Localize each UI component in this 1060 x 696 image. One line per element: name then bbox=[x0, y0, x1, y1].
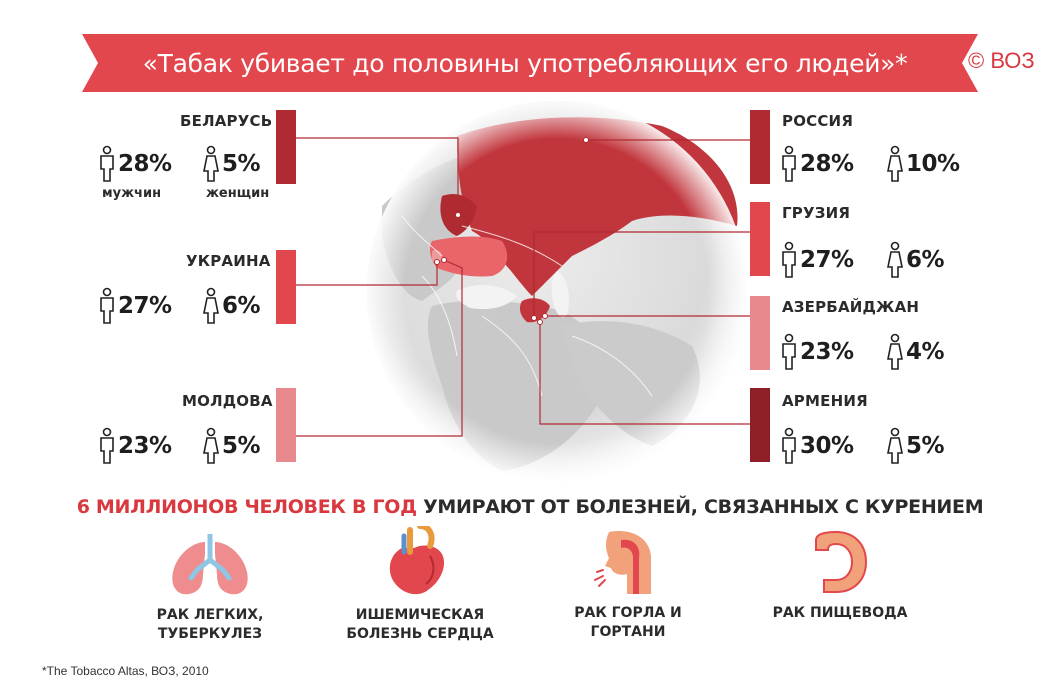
disease-throat: РАК ГОРЛА И ГОРТАНИ bbox=[538, 528, 718, 642]
female-figure-icon bbox=[887, 427, 903, 464]
ukraine-men-stat: 27% bbox=[98, 286, 172, 326]
male-figure-icon bbox=[782, 333, 796, 370]
female-figure-icon bbox=[887, 241, 903, 278]
male-figure-icon bbox=[782, 427, 796, 464]
moldova-men-stat: 23% bbox=[98, 426, 172, 466]
azerbaijan-men-stat: 23% bbox=[780, 332, 854, 372]
male-figure-icon bbox=[100, 145, 114, 182]
belarus-men-value: 28% bbox=[118, 151, 172, 177]
male-figure-icon bbox=[100, 287, 114, 324]
title-banner: «Табак убивает до половины употребляющих… bbox=[82, 34, 978, 92]
ukraine-women-value: 6% bbox=[222, 293, 261, 319]
armenia-men-value: 30% bbox=[800, 433, 854, 459]
deaths-headline: 6 МИЛЛИОНОВ ЧЕЛОВЕК В ГОД УМИРАЮТ ОТ БОЛ… bbox=[0, 496, 1060, 518]
esophagus-icon bbox=[815, 530, 868, 593]
banner-ribbon-shape bbox=[82, 34, 978, 92]
female-figure-icon bbox=[887, 333, 903, 370]
moldova-bar bbox=[276, 388, 296, 462]
belarus-men-stat: 28% bbox=[98, 144, 172, 184]
female-figure-icon bbox=[887, 145, 903, 182]
banner-title: «Табак убивает до половины употребляющих… bbox=[142, 48, 908, 78]
headline-rest: УМИРАЮТ ОТ БОЛЕЗНЕЙ, СВЯЗАННЫХ С КУРЕНИЕ… bbox=[416, 496, 984, 518]
female-figure-icon bbox=[203, 145, 219, 182]
georgia-men-stat: 27% bbox=[780, 240, 854, 280]
russia-men-value: 28% bbox=[800, 151, 854, 177]
belarus-women-stat: 5% bbox=[202, 144, 261, 184]
disease-label-throat: РАК ГОРЛА И ГОРТАНИ bbox=[574, 605, 682, 640]
ukraine-name: УКРАИНА bbox=[186, 252, 271, 270]
male-figure-icon bbox=[782, 241, 796, 278]
georgia-bar bbox=[750, 202, 770, 276]
disease-heart: ИШЕМИЧЕСКАЯ БОЛЕЗНЬ СЕРДЦА bbox=[330, 526, 510, 644]
men-label: мужчин bbox=[102, 186, 162, 201]
azerbaijan-women-stat: 4% bbox=[886, 332, 945, 372]
source-footnote: *The Tobacco Altas, ВОЗ, 2010 bbox=[42, 664, 209, 678]
women-label: женщин bbox=[206, 186, 270, 201]
armenia-women-stat: 5% bbox=[886, 426, 945, 466]
azerbaijan-name: АЗЕРБАЙДЖАН bbox=[782, 298, 920, 316]
ukraine-men-value: 27% bbox=[118, 293, 172, 319]
russia-women-stat: 10% bbox=[886, 144, 960, 184]
belarus-bar bbox=[276, 110, 296, 184]
azerbaijan-men-value: 23% bbox=[800, 339, 854, 365]
moldova-name: МОЛДОВА bbox=[182, 392, 273, 410]
female-figure-icon bbox=[203, 427, 219, 464]
russia-men-stat: 28% bbox=[780, 144, 854, 184]
disease-label-lungs: РАК ЛЕГКИХ, ТУБЕРКУЛЕЗ bbox=[156, 607, 264, 642]
moldova-women-value: 5% bbox=[222, 433, 261, 459]
azerbaijan-bar bbox=[750, 296, 770, 370]
georgia-name: ГРУЗИЯ bbox=[782, 204, 851, 222]
azerbaijan-women-value: 4% bbox=[906, 339, 945, 365]
female-figure-icon bbox=[203, 287, 219, 324]
lungs-icon bbox=[172, 534, 248, 595]
belarus-women-value: 5% bbox=[222, 151, 261, 177]
disease-label-esophagus: РАК ПИЩЕВОДА bbox=[772, 605, 908, 621]
belarus-name: БЕЛАРУСЬ bbox=[180, 112, 273, 130]
disease-label-heart: ИШЕМИЧЕСКАЯ БОЛЕЗНЬ СЕРДЦА bbox=[346, 607, 494, 642]
georgia-men-value: 27% bbox=[800, 247, 854, 273]
heart-icon bbox=[389, 526, 445, 595]
disease-lungs: РАК ЛЕГКИХ, ТУБЕРКУЛЕЗ bbox=[120, 534, 300, 644]
armenia-men-stat: 30% bbox=[780, 426, 854, 466]
male-figure-icon bbox=[782, 145, 796, 182]
male-figure-icon bbox=[100, 427, 114, 464]
armenia-women-value: 5% bbox=[906, 433, 945, 459]
armenia-name: АРМЕНИЯ bbox=[782, 392, 868, 410]
georgia-women-value: 6% bbox=[906, 247, 945, 273]
russia-bar bbox=[750, 110, 770, 184]
armenia-bar bbox=[750, 388, 770, 462]
ukraine-bar bbox=[276, 250, 296, 324]
copyright-label: © ВОЗ bbox=[968, 48, 1035, 73]
disease-esophagus: РАК ПИЩЕВОДА bbox=[750, 530, 930, 623]
georgia-women-stat: 6% bbox=[886, 240, 945, 280]
russia-women-value: 10% bbox=[906, 151, 960, 177]
ukraine-women-stat: 6% bbox=[202, 286, 261, 326]
throat-icon bbox=[594, 531, 651, 594]
moldova-men-value: 23% bbox=[118, 433, 172, 459]
headline-highlight: 6 МИЛЛИОНОВ ЧЕЛОВЕК В ГОД bbox=[76, 496, 417, 518]
russia-name: РОССИЯ bbox=[782, 112, 854, 130]
moldova-women-stat: 5% bbox=[202, 426, 261, 466]
